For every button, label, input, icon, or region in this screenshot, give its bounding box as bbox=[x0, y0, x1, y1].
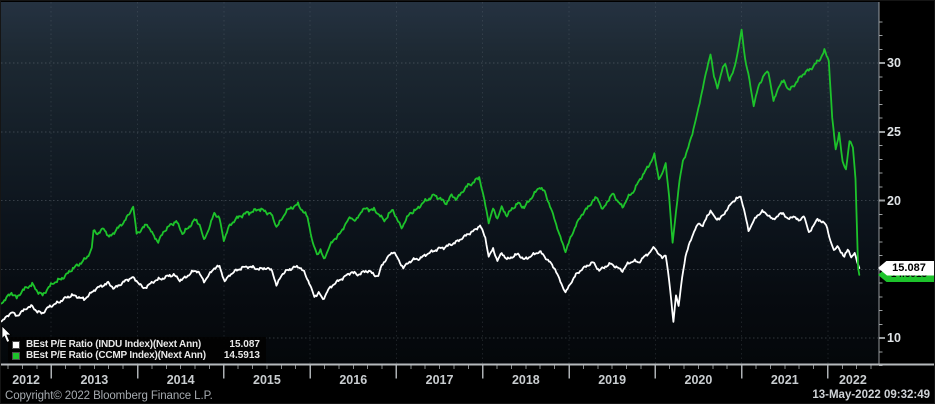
plot-background bbox=[1, 2, 879, 364]
legend-row-ccmp[interactable]: BEst P/E Ratio (CCMP Index)(Next Ann) 14… bbox=[10, 350, 262, 361]
x-axis-year-label: 2017 bbox=[425, 373, 454, 387]
mouse-cursor-icon bbox=[1, 325, 12, 343]
x-axis-year-label: 2022 bbox=[838, 373, 867, 387]
x-axis-year-label: 2015 bbox=[253, 373, 281, 387]
x-axis-year-label: 2012 bbox=[12, 373, 40, 387]
legend-row-indu[interactable]: BEst P/E Ratio (INDU Index)(Next Ann) 15… bbox=[10, 339, 262, 350]
ccmp-series-value: 14.5913 bbox=[223, 350, 260, 361]
indu-series-label: BEst P/E Ratio (INDU Index)(Next Ann) bbox=[26, 339, 202, 350]
indu-last-price-badge: 15.087 bbox=[878, 260, 934, 276]
y-axis-tick-label: 30 bbox=[887, 56, 901, 70]
ccmp-series-label: BEst P/E Ratio (CCMP Index)(Next Ann) bbox=[26, 350, 206, 361]
timestamp-text: 13-May-2022 09:32:49 bbox=[812, 389, 930, 401]
copyright-text: Copyright© 2022 Bloomberg Finance L.P. bbox=[5, 390, 213, 402]
x-axis-year-label: 2018 bbox=[511, 373, 540, 387]
x-axis-year-label: 2019 bbox=[598, 373, 627, 387]
y-axis-tick-label: 20 bbox=[887, 193, 901, 208]
x-axis-year-label: 2016 bbox=[339, 373, 368, 387]
x-axis-year-label: 2014 bbox=[166, 373, 195, 387]
x-axis-year-label: 2013 bbox=[80, 373, 109, 387]
series-line-ccmp[interactable] bbox=[1, 28, 861, 305]
x-axis-year-label: 2021 bbox=[770, 373, 799, 387]
indu-series-swatch bbox=[12, 340, 20, 349]
indu-series-value: 15.087 bbox=[229, 339, 260, 350]
ccmp-series-swatch bbox=[12, 351, 20, 360]
x-axis-year-label: 2020 bbox=[684, 373, 713, 387]
series-line-indu[interactable] bbox=[1, 195, 861, 323]
y-axis-tick-label: 10 bbox=[887, 331, 901, 345]
legend-box: BEst P/E Ratio (INDU Index)(Next Ann) 15… bbox=[8, 337, 266, 363]
y-axis-tick-label: 25 bbox=[887, 124, 901, 139]
